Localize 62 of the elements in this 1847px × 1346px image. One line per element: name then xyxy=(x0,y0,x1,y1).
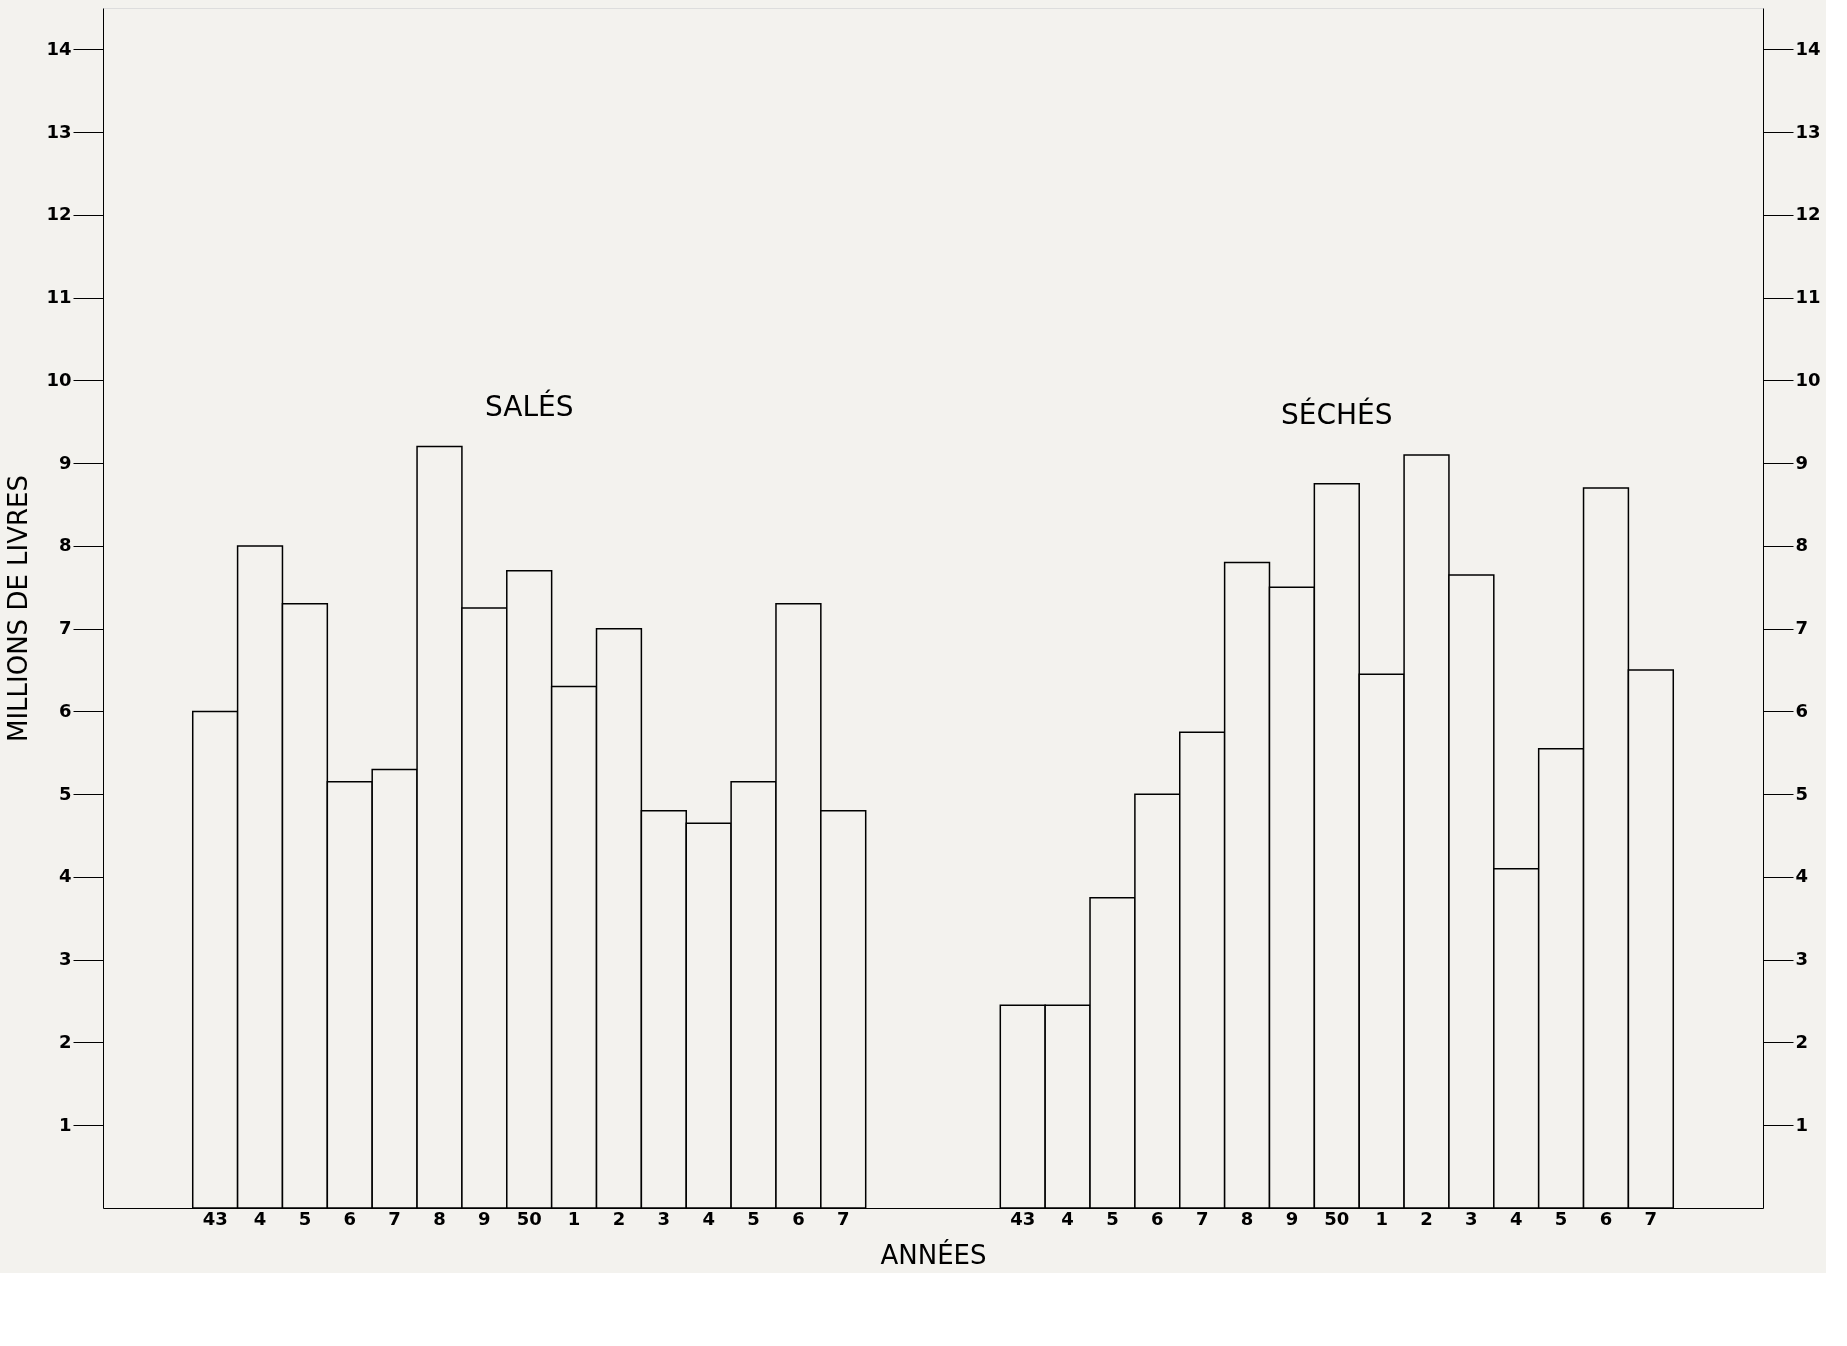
y-tick-label: 5 xyxy=(58,782,72,804)
y-tick-label: 14 xyxy=(46,37,72,59)
x-tick-label: 4 xyxy=(1061,1207,1074,1229)
y2-tick-label: 5 xyxy=(1795,782,1809,804)
y2-tick-label: 14 xyxy=(1795,37,1821,59)
x-tick-label: 2 xyxy=(1420,1207,1433,1229)
x-tick-label: 6 xyxy=(792,1207,805,1229)
x-tick-label: 9 xyxy=(478,1207,491,1229)
y2-tick-label: 9 xyxy=(1795,451,1809,473)
x-tick-label: 1 xyxy=(567,1207,581,1229)
x-tick-label: 3 xyxy=(1465,1207,1478,1229)
x-tick-label: 3 xyxy=(657,1207,671,1229)
x-tick-label: 4 xyxy=(702,1207,715,1229)
x-tick-label: 43 xyxy=(202,1207,228,1229)
x-tick-label: 50 xyxy=(516,1207,542,1229)
y-tick-label: 3 xyxy=(58,948,72,970)
y2-tick-label: 8 xyxy=(1795,534,1809,556)
x-tick-label: 7 xyxy=(1644,1207,1658,1229)
x-tick-label: 8 xyxy=(433,1207,446,1229)
y-tick-label: 11 xyxy=(46,286,72,308)
y2-tick-label: 3 xyxy=(1795,948,1809,970)
x-tick-label: 5 xyxy=(1554,1207,1568,1229)
x-tick-label: 2 xyxy=(612,1207,626,1229)
y2-tick-label: 7 xyxy=(1795,617,1809,639)
y-tick-label: 8 xyxy=(58,534,72,556)
x-tick-label: 4 xyxy=(253,1207,267,1229)
y-tick-label: 9 xyxy=(58,451,72,473)
y-tick-label: 1 xyxy=(58,1113,72,1135)
y-tick-label: 13 xyxy=(46,120,72,142)
y2-tick-label: 13 xyxy=(1795,120,1821,142)
y2-tick-label: 4 xyxy=(1795,865,1809,887)
x-tick-label: 7 xyxy=(1195,1207,1209,1229)
x-tick-label: 5 xyxy=(747,1207,760,1229)
y2-tick-label: 6 xyxy=(1795,699,1809,721)
y2-tick-label: 1 xyxy=(1795,1113,1809,1135)
y2-tick-label: 10 xyxy=(1795,368,1821,390)
y-tick-label: 4 xyxy=(58,865,72,887)
y2-tick-label: 11 xyxy=(1795,286,1821,308)
y2-tick-label: 12 xyxy=(1795,203,1821,225)
y-tick-label: 2 xyxy=(58,1030,72,1052)
x-tick-label: 9 xyxy=(1285,1207,1299,1229)
y-tick-label: 10 xyxy=(46,368,72,390)
y2-tick-label: 2 xyxy=(1795,1030,1809,1052)
series-label: SALÉS xyxy=(484,388,574,423)
y-tick-label: 6 xyxy=(58,699,72,721)
x-tick-label: 6 xyxy=(1151,1207,1164,1229)
x-tick-label: 5 xyxy=(1106,1207,1119,1229)
y-tick-label: 7 xyxy=(58,617,72,639)
x-tick-label: 6 xyxy=(1599,1207,1613,1229)
x-tick-label: 4 xyxy=(1509,1207,1523,1229)
x-tick-label: 7 xyxy=(837,1207,850,1229)
y-tick-label: 12 xyxy=(46,203,72,225)
x-tick-label: 7 xyxy=(388,1207,401,1229)
series-label: SÉCHÉS xyxy=(1281,396,1393,431)
x-tick-label: 8 xyxy=(1240,1207,1254,1229)
y-axis-title: MILLIONS DE LIVRES xyxy=(3,474,34,743)
x-tick-label: 5 xyxy=(298,1207,312,1229)
x-tick-label: 50 xyxy=(1324,1207,1350,1229)
x-tick-label: 43 xyxy=(1010,1207,1036,1229)
x-tick-label: 6 xyxy=(343,1207,357,1229)
x-axis-title: ANNÉES xyxy=(880,1238,987,1270)
x-tick-label: 1 xyxy=(1375,1207,1388,1229)
